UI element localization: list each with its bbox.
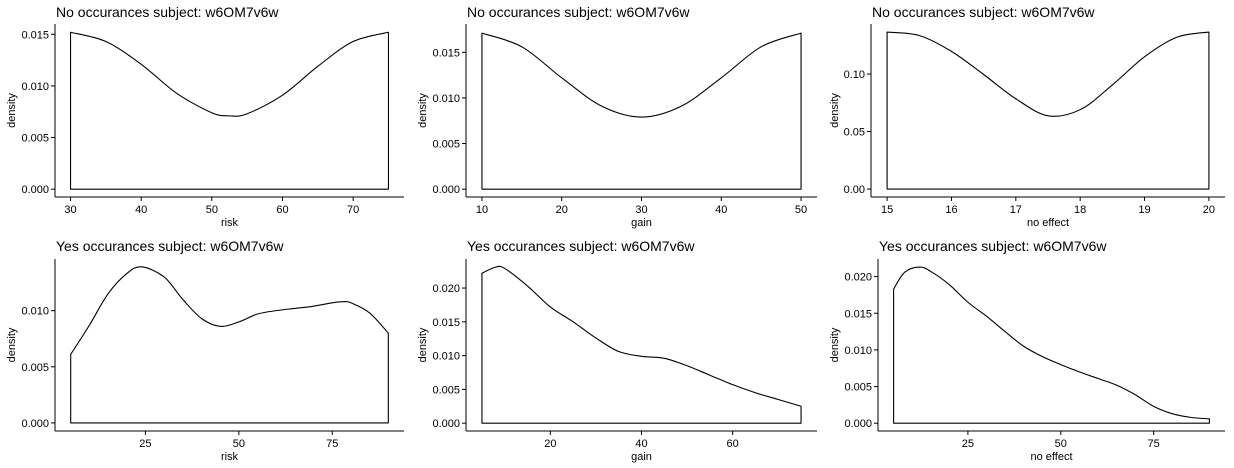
y-tick-label: 0.010 — [21, 81, 49, 93]
y-tick-label: 0.015 — [432, 317, 460, 329]
x-tick-label: 18 — [1074, 204, 1086, 216]
y-tick-label: 0.000 — [432, 418, 460, 430]
y-axis-label: density — [6, 93, 18, 128]
x-tick-label: 40 — [135, 204, 147, 216]
density-chart: Yes occurances subject: w6OM7v6w 0.000 0.0… — [6, 238, 404, 463]
y-axis-label: density — [6, 327, 18, 362]
y-tick-label: 0.020 — [432, 283, 460, 295]
y-tick-label: 0.015 — [844, 308, 872, 320]
y-tick-label: 0.005 — [21, 362, 49, 374]
x-tick-label: 30 — [635, 204, 647, 216]
y-tick-label: 0.05 — [844, 127, 865, 139]
y-axis-label: density — [829, 327, 841, 362]
x-tick-label: 10 — [476, 204, 488, 216]
x-tick-label: 15 — [881, 204, 893, 216]
x-tick-label: 20 — [1203, 204, 1215, 216]
x-tick-label: 60 — [727, 438, 739, 450]
x-tick-label: 20 — [544, 438, 556, 450]
x-tick-label: 50 — [1055, 438, 1067, 450]
x-axis-label: risk — [221, 451, 239, 463]
y-tick-label: 0.010 — [432, 351, 460, 363]
density-panel-6: Yes occurances subject: w6OM7v6w 0.000 0.0… — [823, 234, 1234, 468]
density-panel-5: Yes occurances subject: w6OM7v6w 0.000 0.0… — [411, 234, 823, 468]
x-tick-label: 20 — [556, 204, 568, 216]
y-tick-label: 0.000 — [844, 418, 872, 430]
x-tick-label: 50 — [206, 204, 218, 216]
x-tick-label: 75 — [1148, 438, 1160, 450]
density-curve — [886, 31, 1210, 190]
y-axis-label: density — [417, 327, 429, 362]
density-chart: No occurances subject: w6OM7v6w 0.000 0.00… — [417, 4, 817, 229]
y-tick-label: 0.005 — [432, 384, 460, 396]
chart-title: No occurances subject: w6OM7v6w — [56, 4, 279, 20]
chart-title: Yes occurances subject: w6OM7v6w — [879, 238, 1107, 254]
density-curve — [481, 32, 802, 190]
density-curve — [893, 266, 1210, 424]
density-chart: Yes occurances subject: w6OM7v6w 0.000 0.0… — [417, 238, 817, 463]
y-axis-label: density — [829, 93, 841, 128]
y-tick-label: 0.010 — [432, 93, 460, 105]
y-tick-label: 0.005 — [21, 133, 49, 145]
density-curve — [69, 31, 390, 190]
y-tick-label: 0.015 — [432, 47, 460, 59]
chart-title: No occurances subject: w6OM7v6w — [872, 4, 1095, 20]
x-tick-label: 25 — [139, 438, 151, 450]
x-tick-label: 17 — [1010, 204, 1022, 216]
density-panel-4: Yes occurances subject: w6OM7v6w 0.000 0.0… — [0, 234, 411, 468]
y-tick-label: 0.000 — [432, 184, 460, 196]
x-tick-label: 70 — [347, 204, 359, 216]
density-panel-1: No occurances subject: w6OM7v6w 0.000 0.00… — [0, 0, 411, 234]
x-tick-label: 50 — [795, 204, 807, 216]
y-tick-label: 0.010 — [844, 345, 872, 357]
y-tick-label: 0.000 — [21, 184, 49, 196]
x-axis-label: gain — [631, 451, 652, 463]
density-panel-2: No occurances subject: w6OM7v6w 0.000 0.00… — [411, 0, 823, 234]
x-axis-label: gain — [631, 217, 652, 229]
density-chart: Yes occurances subject: w6OM7v6w 0.000 0.0… — [829, 238, 1225, 463]
density-chart: No occurances subject: w6OM7v6w 0.00 0.05 0… — [829, 4, 1225, 229]
chart-title: Yes occurances subject: w6OM7v6w — [467, 238, 695, 254]
y-tick-label: 0.10 — [844, 69, 865, 81]
x-tick-label: 16 — [945, 204, 957, 216]
x-tick-label: 40 — [715, 204, 727, 216]
density-curve — [70, 266, 389, 424]
x-tick-label: 50 — [233, 438, 245, 450]
y-tick-label: 0.010 — [21, 306, 49, 318]
density-panel-3: No occurances subject: w6OM7v6w 0.00 0.05 0… — [823, 0, 1234, 234]
x-tick-label: 30 — [64, 204, 76, 216]
x-axis-label: no effect — [1027, 217, 1069, 229]
chart-title: Yes occurances subject: w6OM7v6w — [56, 238, 284, 254]
x-tick-label: 25 — [962, 438, 974, 450]
x-axis-label: no effect — [1031, 451, 1073, 463]
y-tick-label: 0.005 — [432, 139, 460, 151]
x-tick-label: 60 — [276, 204, 288, 216]
x-axis-label: risk — [221, 217, 239, 229]
density-curve — [481, 265, 802, 424]
chart-title: No occurances subject: w6OM7v6w — [467, 4, 690, 20]
y-tick-label: 0.005 — [844, 382, 872, 394]
x-tick-label: 19 — [1138, 204, 1150, 216]
density-chart: No occurances subject: w6OM7v6w 0.000 0.00… — [6, 4, 404, 229]
y-tick-label: 0.00 — [844, 184, 865, 196]
x-tick-label: 75 — [326, 438, 338, 450]
y-tick-label: 0.000 — [21, 418, 49, 430]
y-tick-label: 0.020 — [844, 272, 872, 284]
y-tick-label: 0.015 — [21, 29, 49, 41]
x-tick-label: 40 — [635, 438, 647, 450]
y-axis-label: density — [417, 93, 429, 128]
